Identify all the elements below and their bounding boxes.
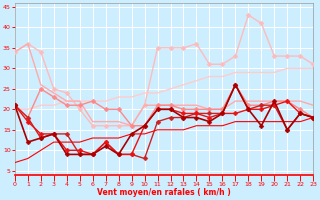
X-axis label: Vent moyen/en rafales ( km/h ): Vent moyen/en rafales ( km/h ) xyxy=(97,188,231,197)
